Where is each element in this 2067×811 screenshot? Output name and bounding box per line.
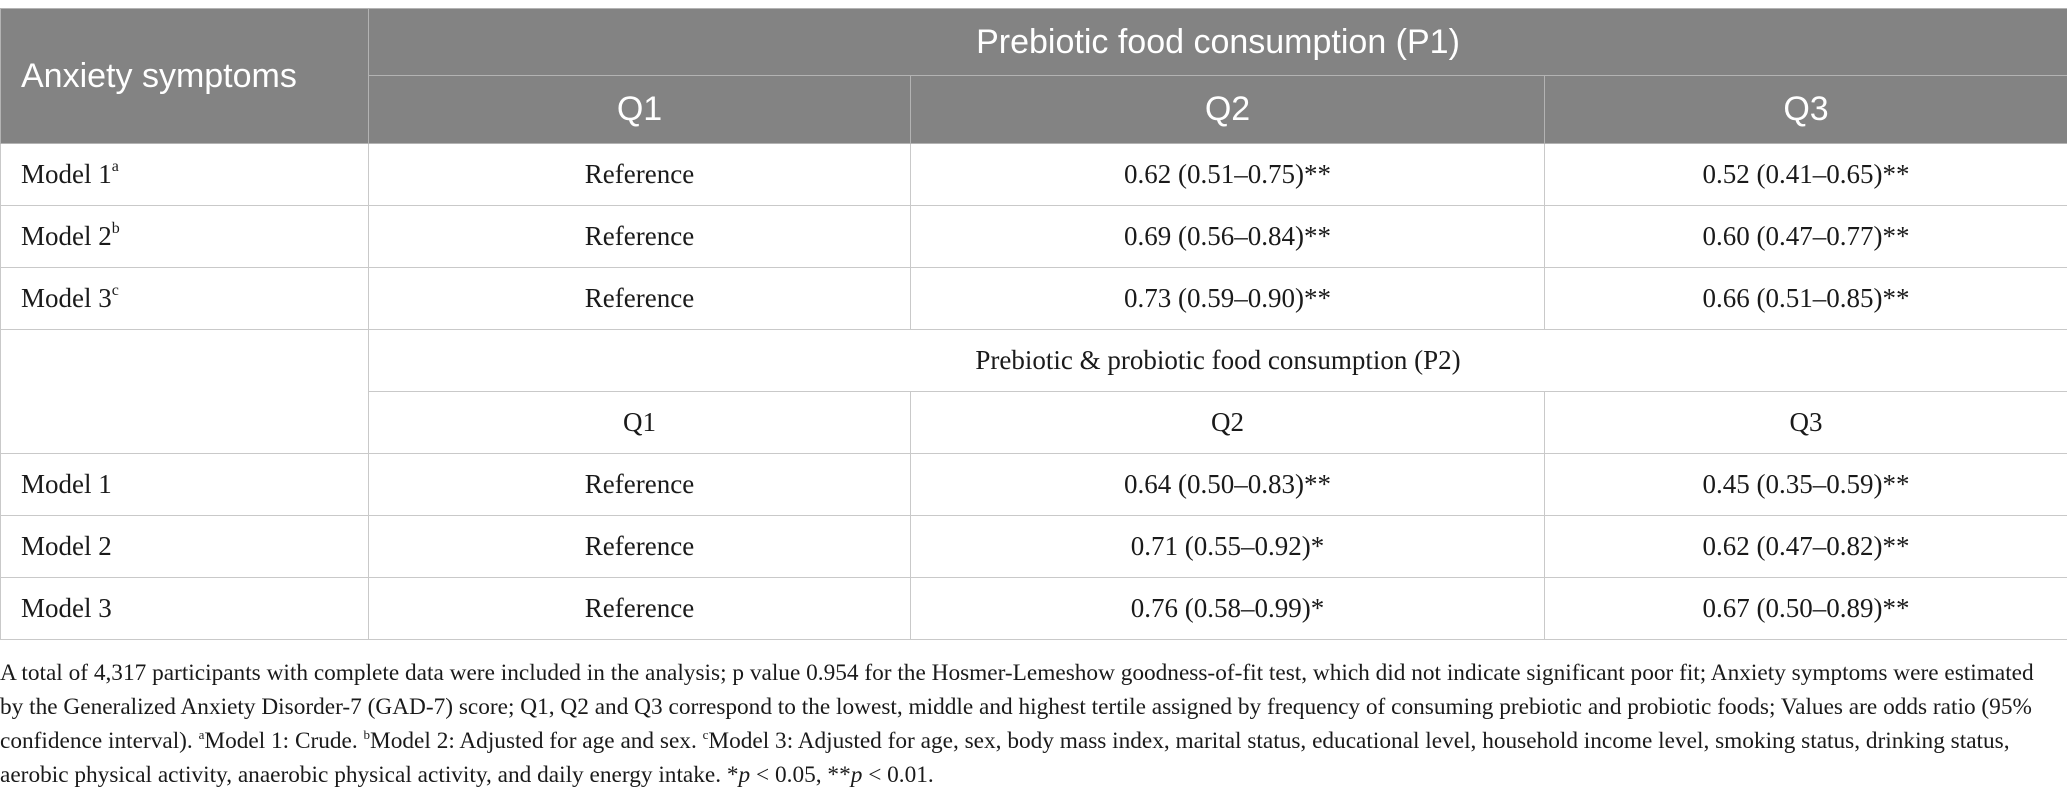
cell-q1: Reference (368, 205, 911, 268)
cell-q3: 0.62 (0.47–0.82)** (1543, 515, 2067, 578)
header-row-1: Anxiety symptoms Prebiotic food consumpt… (0, 8, 2067, 144)
cell-q3: 0.66 (0.51–0.85)** (1543, 267, 2067, 330)
cell-q1: Reference (368, 267, 911, 330)
empty-cell (0, 329, 369, 454)
table-row: Model 1a Reference 0.62 (0.51–0.75)** 0.… (0, 143, 2067, 206)
group2-header: Prebiotic & probiotic food consumption (… (367, 329, 2067, 392)
subheader-q1: Q1 (368, 391, 911, 454)
row-label: Model 1a (0, 143, 369, 206)
cell-q2: 0.73 (0.59–0.90)** (910, 267, 1545, 330)
row-label: Model 1 (0, 453, 369, 516)
corner-header: Anxiety symptoms (0, 8, 369, 144)
cell-q2: 0.62 (0.51–0.75)** (910, 143, 1545, 206)
cell-q1: Reference (368, 453, 911, 516)
group2-quantile-row: Q1 Q2 Q3 (1, 391, 2067, 454)
table-container: Anxiety symptoms Prebiotic food consumpt… (0, 8, 2067, 640)
table-footnote: A total of 4,317 participants with compl… (0, 660, 2034, 788)
header-row-2: Q1 Q2 Q3 (1, 75, 2067, 144)
table-row: Model 3 Reference 0.76 (0.58–0.99)* 0.67… (0, 577, 2067, 640)
cell-q2: 0.76 (0.58–0.99)* (910, 577, 1545, 640)
table-row: Model 1 Reference 0.64 (0.50–0.83)** 0.4… (0, 453, 2067, 516)
header-q2: Q2 (910, 75, 1545, 144)
row-label: Model 3 (0, 577, 369, 640)
cell-q2: 0.64 (0.50–0.83)** (910, 453, 1545, 516)
cell-q1: Reference (368, 143, 911, 206)
cell-q1: Reference (368, 515, 911, 578)
cell-q2: 0.69 (0.56–0.84)** (910, 205, 1545, 268)
header-q1: Q1 (368, 75, 911, 144)
cell-q1: Reference (368, 577, 911, 640)
results-table: Anxiety symptoms Prebiotic food consumpt… (0, 8, 2067, 640)
cell-q3: 0.45 (0.35–0.59)** (1543, 453, 2067, 516)
group2-header-row: Prebiotic & probiotic food consumption (… (0, 329, 2067, 454)
group1-header: Prebiotic food consumption (P1) (367, 8, 2067, 76)
table-row: Model 2 Reference 0.71 (0.55–0.92)* 0.62… (0, 515, 2067, 578)
table-row: Model 2b Reference 0.69 (0.56–0.84)** 0.… (0, 205, 2067, 268)
table-row: Model 3c Reference 0.73 (0.59–0.90)** 0.… (0, 267, 2067, 330)
cell-q3: 0.60 (0.47–0.77)** (1543, 205, 2067, 268)
header-q3: Q3 (1543, 75, 2067, 144)
subheader-q3: Q3 (1543, 391, 2067, 454)
cell-q3: 0.67 (0.50–0.89)** (1543, 577, 2067, 640)
row-label: Model 2b (0, 205, 369, 268)
cell-q3: 0.52 (0.41–0.65)** (1543, 143, 2067, 206)
cell-q2: 0.71 (0.55–0.92)* (910, 515, 1545, 578)
row-label: Model 2 (0, 515, 369, 578)
subheader-q2: Q2 (910, 391, 1545, 454)
row-label: Model 3c (0, 267, 369, 330)
